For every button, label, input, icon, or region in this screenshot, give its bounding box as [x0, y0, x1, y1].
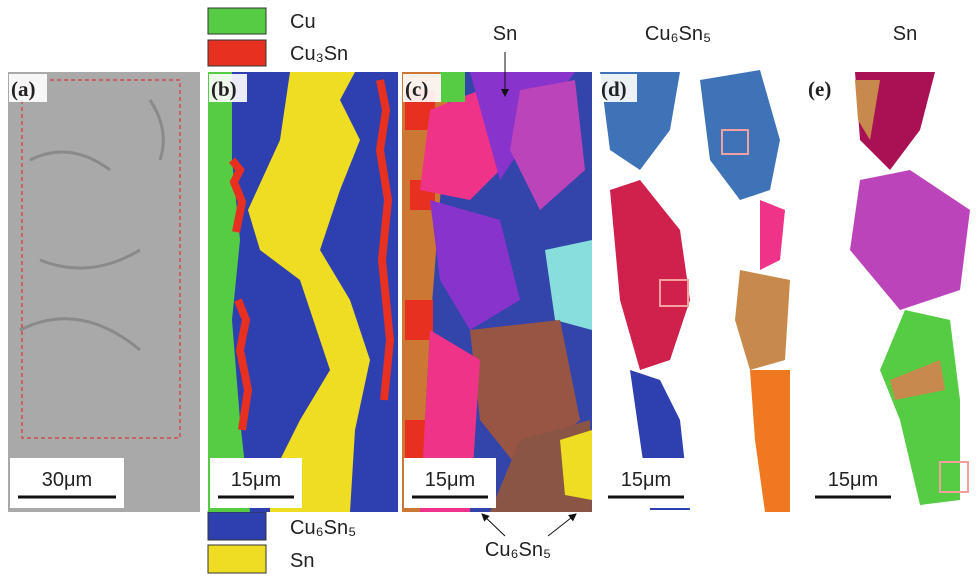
panel-label: (c) [405, 77, 428, 101]
ebsd-sn-grains [850, 72, 970, 505]
ebsd-phase-map [208, 72, 398, 512]
panel-label: (a) [11, 77, 36, 101]
annotation: Cu₆Sn₅ [485, 539, 551, 561]
legend-swatch [208, 8, 266, 34]
scale-bar-label: 15μm [231, 469, 281, 491]
legend-swatch [208, 545, 266, 573]
legend-swatch [208, 40, 266, 66]
panel-label: (b) [211, 77, 237, 101]
panel-label: (e) [808, 77, 831, 101]
legend-label: Sn [290, 550, 314, 572]
legend-label: Cu [290, 11, 316, 33]
sem-image [8, 72, 200, 512]
figure: Cu Cu₃Sn Cu₆Sn₅ Sn [0, 0, 979, 577]
scale-bar-label: 15μm [828, 469, 878, 491]
panel-label: (d) [601, 77, 627, 101]
header: Cu₆Sn₅ [645, 23, 711, 45]
scale-bar-label: 15μm [425, 469, 475, 491]
scale-bar-label: 30μm [42, 469, 92, 491]
legend-label: Cu₆Sn₅ [290, 517, 356, 539]
scale-bar-label: 15μm [621, 469, 671, 491]
ebsd-cu6sn5-grains [600, 70, 790, 512]
ebsd-orientation-map [402, 72, 592, 512]
header: Sn [493, 23, 517, 45]
legend-label: Cu₃Sn [290, 43, 348, 65]
header: Sn [893, 23, 917, 45]
legend-swatch [208, 512, 266, 540]
